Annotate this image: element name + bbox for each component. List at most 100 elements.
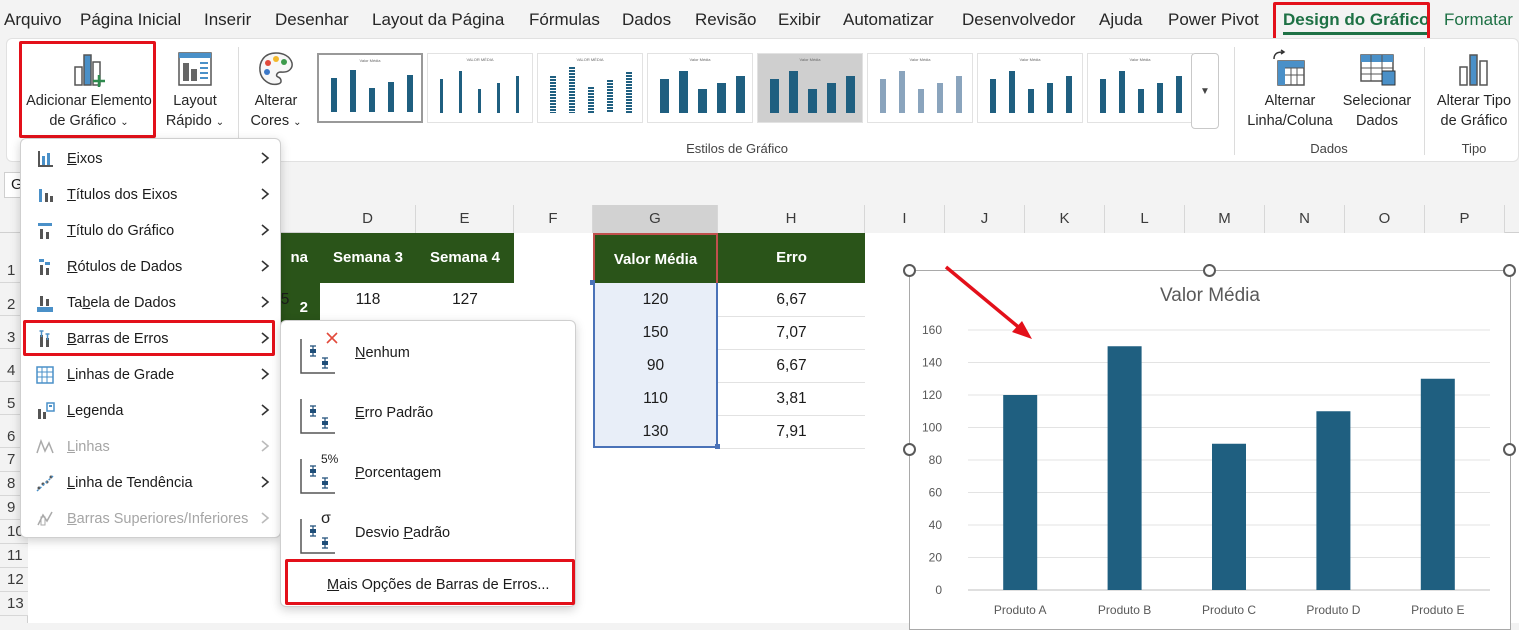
column-header-d[interactable]: D <box>320 205 416 233</box>
chart-resize-handle[interactable] <box>1503 443 1516 456</box>
column-header-l[interactable]: L <box>1105 205 1185 233</box>
column-header-h[interactable]: H <box>718 205 865 233</box>
switch-row-column-button[interactable]: Alternar Linha/Coluna <box>1243 47 1337 133</box>
tab-arquivo[interactable]: Arquivo <box>4 10 62 29</box>
submenu-item-none[interactable]: Nenhum <box>281 323 575 383</box>
column-header-n[interactable]: N <box>1265 205 1345 233</box>
tab-design-do-grafico[interactable]: Design do Gráfico <box>1283 10 1430 35</box>
chart-style-3[interactable]: VALOR MÉDIA <box>537 53 643 123</box>
tab-revisao[interactable]: Revisão <box>695 10 757 29</box>
chart-bar[interactable] <box>1212 443 1246 590</box>
row-header-11[interactable]: 11 <box>0 544 28 568</box>
cell-h6[interactable]: 7,91 <box>718 415 865 449</box>
chart-style-2[interactable]: VALOR MÉDIA <box>427 53 533 123</box>
cell-h2[interactable]: 6,67 <box>718 283 865 317</box>
column-header-f[interactable]: F <box>514 205 593 233</box>
error-bars-icon <box>39 330 50 347</box>
tab-automatizar[interactable]: Automatizar <box>843 10 934 29</box>
quick-layout-button[interactable]: Layout Rápido ⌄ <box>165 47 225 133</box>
tab-formulas[interactable]: Fórmulas <box>529 10 600 29</box>
chart-style-bar <box>1119 71 1125 113</box>
column-header-k[interactable]: K <box>1025 205 1105 233</box>
cell-g5[interactable]: 110 <box>643 390 668 407</box>
submenu-item-percentage[interactable]: 5% Porcentagem <box>281 443 575 503</box>
table1-header-semana3[interactable]: Semana 3 <box>320 233 416 283</box>
cell-h4[interactable]: 6,67 <box>718 349 865 383</box>
column-header-i[interactable]: I <box>865 205 945 233</box>
x-tick-label: Produto A <box>994 603 1047 617</box>
chart-style-7[interactable]: Valor Média <box>977 53 1083 123</box>
column-header-m[interactable]: M <box>1185 205 1265 233</box>
menu-item-error-bars[interactable]: Barras de Erros <box>21 321 280 357</box>
tab-desenhar[interactable]: Desenhar <box>275 10 349 29</box>
gallery-more-button[interactable]: ▼ <box>1191 53 1219 129</box>
chart-area[interactable]: Valor Média 0 20 40 60 80 100 120 140 160 Produto… <box>909 270 1511 630</box>
chart-style-1[interactable]: Valor Média <box>317 53 423 123</box>
selection-handle[interactable] <box>590 280 595 285</box>
cell-e2[interactable]: 127 <box>452 291 478 308</box>
table2-header-erro[interactable]: Erro <box>718 233 865 283</box>
column-header-e[interactable]: E <box>416 205 514 233</box>
chart-bar[interactable] <box>1420 378 1455 590</box>
column-header-j[interactable]: J <box>945 205 1025 233</box>
tab-desenvolvedor[interactable]: Desenvolvedor <box>962 10 1076 29</box>
select-data-button[interactable]: Selecionar Dados <box>1339 47 1415 133</box>
chart-resize-handle[interactable] <box>1203 264 1216 277</box>
cell-h5[interactable]: 3,81 <box>718 382 865 416</box>
tab-dados[interactable]: Dados <box>622 10 672 29</box>
column-header-o[interactable]: O <box>1345 205 1425 233</box>
chart-bar[interactable] <box>1003 395 1038 590</box>
change-chart-type-button[interactable]: Alterar Tipo de Gráfico <box>1431 47 1517 133</box>
chart-resize-handle[interactable] <box>903 264 916 277</box>
submenu-item-standard-error[interactable]: Erro Padrão <box>281 383 575 443</box>
menu-item-gridlines[interactable]: Linhas de Grade <box>21 357 280 393</box>
chart-style-4[interactable]: Valor Média <box>647 53 753 123</box>
menu-item-legend[interactable]: Legenda <box>21 393 280 429</box>
tab-formatar[interactable]: Formatar <box>1444 10 1513 29</box>
menu-item-trendline[interactable]: Linha de Tendência <box>21 465 280 501</box>
chart-style-bar <box>607 80 613 113</box>
table1-header-semana4[interactable]: Semana 4 <box>416 233 514 283</box>
cell-g6[interactable]: 130 <box>642 423 669 440</box>
column-header-g[interactable]: G <box>593 205 718 233</box>
cell-d2[interactable]: 118 <box>355 291 381 308</box>
menu-item-data-labels[interactable]: Rótulos de Dados <box>21 249 280 285</box>
menu-item-axes[interactable]: Eixos <box>21 141 280 177</box>
chart-resize-handle[interactable] <box>903 443 916 456</box>
add-chart-element-menu: Eixos Títulos dos Eixos Título do Gráfico R… <box>20 138 281 538</box>
more-error-bars-options[interactable]: Mais Opções de Barras de Erros... <box>281 566 575 606</box>
change-colors-button[interactable]: Alterar Cores ⌄ <box>245 47 307 133</box>
chart-bar[interactable] <box>1107 346 1142 590</box>
menu-item-axis-titles[interactable]: Títulos dos Eixos <box>21 177 280 213</box>
cell-g3[interactable]: 150 <box>642 324 669 341</box>
cell-g2[interactable]: 120 <box>642 291 669 308</box>
tab-inserir[interactable]: Inserir <box>204 10 252 29</box>
column-header-p[interactable]: P <box>1425 205 1505 233</box>
chart-bar[interactable] <box>1316 411 1351 590</box>
cell-g4[interactable]: 90 <box>646 357 665 374</box>
tab-power-pivot[interactable]: Power Pivot <box>1168 10 1259 29</box>
cell-h3[interactable]: 7,07 <box>718 316 865 350</box>
x-tick-label: Produto C <box>1202 603 1256 617</box>
submenu-item-std-dev[interactable]: σ Desvio Padrão <box>281 503 575 563</box>
chart-style-6[interactable]: Valor Média <box>867 53 973 123</box>
tab-pagina-inicial[interactable]: Página Inicial <box>80 10 182 29</box>
axes-icon <box>38 151 53 167</box>
menu-item-chart-title[interactable]: Título do Gráfico <box>21 213 280 249</box>
tab-ajuda[interactable]: Ajuda <box>1099 10 1143 29</box>
row-header-13[interactable]: 13 <box>0 592 28 616</box>
table1-header-semana2[interactable]: na 2 <box>280 233 320 333</box>
row-header-12[interactable]: 12 <box>0 568 28 592</box>
tab-layout-pagina[interactable]: Layout da Página <box>372 10 505 29</box>
chart-style-5[interactable]: Valor Média <box>757 53 863 123</box>
table2-header-valor-media[interactable]: Valor Média <box>593 233 718 287</box>
menu-item-data-table[interactable]: Tabela de Dados <box>21 285 280 321</box>
menu-item-label: Eixos <box>67 151 103 167</box>
cell-c2[interactable]: 5 <box>280 291 290 308</box>
add-chart-element-button[interactable]: Adicionar Elemento de Gráfico ⌄ <box>19 47 159 133</box>
tab-exibir[interactable]: Exibir <box>778 10 821 29</box>
chart-style-8[interactable]: Valor Média <box>1087 53 1193 123</box>
chart-title[interactable]: Valor Média <box>1160 285 1260 306</box>
chart-resize-handle[interactable] <box>1503 264 1516 277</box>
selection-handle[interactable] <box>715 444 720 449</box>
